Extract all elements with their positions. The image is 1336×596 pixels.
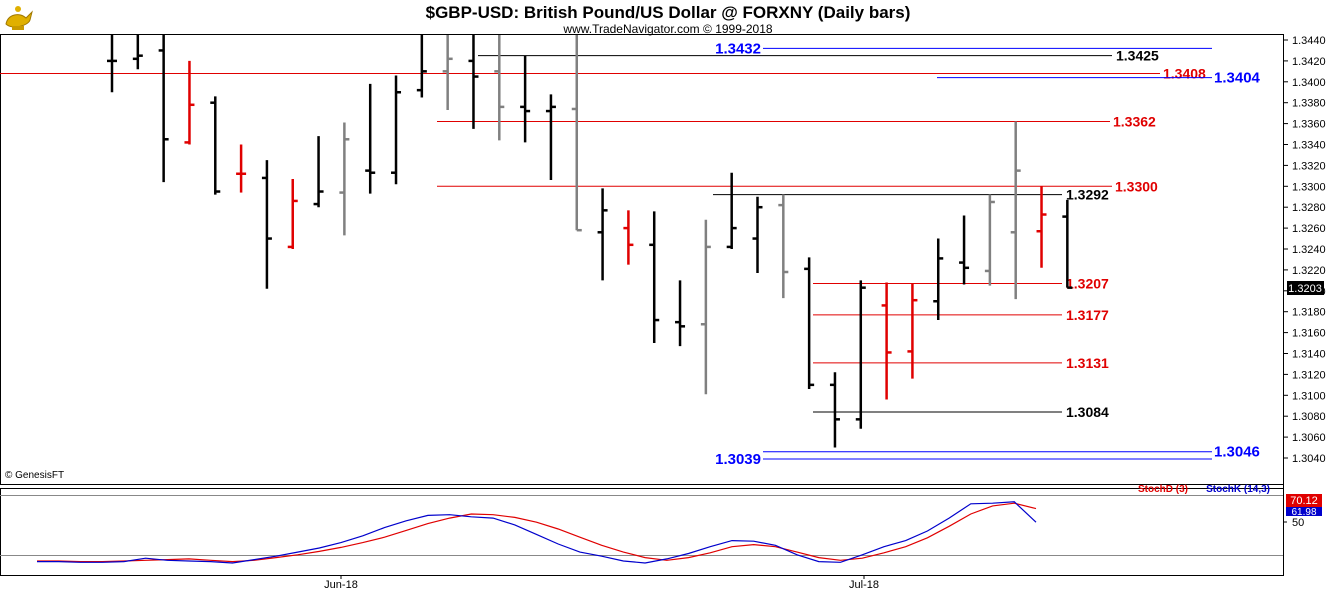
legend-stoch-k: StochK (14,3) — [1206, 484, 1270, 495]
level-label: 1.3084 — [1066, 404, 1109, 420]
ohlc-bar — [597, 188, 608, 281]
price-axis: 1.3440 1.3420 1.3400 1.3380 1.3360 1.3340 1.33… — [1283, 35, 1326, 465]
y-tick-label: 1.3060 — [1292, 432, 1326, 444]
ohlc-bar — [132, 35, 143, 70]
y-tick-label: 1.3120 — [1292, 369, 1326, 381]
level-label: 1.3039 — [715, 451, 761, 468]
ohlc-bar — [442, 35, 453, 111]
ohlc-bar — [236, 144, 247, 193]
x-tick-jun: Jun-18 — [324, 579, 358, 591]
ohlc-bar — [855, 280, 866, 429]
ohlc-bar — [494, 35, 505, 141]
ohlc-bar — [623, 210, 634, 265]
level-label: 1.3046 — [1214, 444, 1260, 461]
y-tick-label: 1.3380 — [1292, 98, 1326, 110]
credit-label: © GenesisFT — [5, 470, 64, 481]
y-tick-label: 1.3280 — [1292, 202, 1326, 214]
y-tick-label: 1.3400 — [1292, 77, 1326, 89]
ohlc-bar — [313, 136, 324, 208]
ohlc-bar — [571, 35, 582, 232]
ohlc-bar — [210, 96, 221, 195]
level-label: 1.3425 — [1116, 48, 1159, 64]
ohlc-bar — [649, 211, 660, 344]
ohlc-bar — [158, 35, 169, 183]
ohlc-bar — [907, 283, 918, 379]
y-tick-label: 1.3420 — [1292, 56, 1326, 68]
chart-title: $GBP-USD: British Pound/US Dollar @ FORX… — [426, 3, 911, 22]
ohlc-bar — [829, 372, 840, 448]
ohlc-bars — [107, 35, 1073, 448]
y-tick-label: 1.3340 — [1292, 140, 1326, 152]
genie-lamp-icon — [5, 6, 33, 30]
level-label: 1.3177 — [1066, 307, 1109, 323]
ohlc-bar — [416, 35, 427, 98]
stochastic-lines — [37, 501, 1037, 564]
level-label: 1.3300 — [1115, 178, 1158, 194]
ohlc-bar — [726, 172, 737, 249]
last-price-tag: 1.3203 — [1287, 281, 1324, 295]
stoch-d-line — [37, 502, 1037, 563]
stoch-k-line — [37, 501, 1037, 564]
y-tick-label: 1.3300 — [1292, 181, 1326, 193]
stoch-panel-frame — [0, 488, 1284, 576]
date-axis: Jun-18 Jul-18 — [324, 575, 879, 591]
ohlc-bar — [984, 194, 995, 286]
ohlc-bar — [520, 55, 531, 143]
ohlc-bar — [700, 219, 711, 395]
level-label: 1.3207 — [1066, 275, 1109, 291]
ohlc-bar — [804, 257, 815, 390]
ohlc-bar — [881, 282, 892, 400]
stoch-d-value: 70.12 — [1290, 495, 1318, 507]
legend-stoch-d: StochD (3) — [1138, 484, 1188, 495]
y-tick-label: 1.3080 — [1292, 411, 1326, 423]
stoch-tick-50: 50 — [1292, 517, 1304, 529]
ohlc-bar — [545, 94, 556, 181]
level-label: 1.3404 — [1214, 70, 1261, 87]
ohlc-bar — [391, 75, 402, 185]
stoch-k-value: 61.98 — [1291, 507, 1316, 518]
level-label: 1.3131 — [1066, 355, 1109, 371]
y-tick-label: 1.3440 — [1292, 35, 1326, 47]
y-tick-label: 1.3220 — [1292, 265, 1326, 277]
level-label: 1.3432 — [715, 40, 761, 57]
y-tick-label: 1.3360 — [1292, 119, 1326, 131]
last-price-label: 1.3203 — [1288, 283, 1322, 295]
level-label: 1.3292 — [1066, 187, 1109, 203]
ohlc-bar — [468, 35, 479, 129]
y-tick-label: 1.3140 — [1292, 349, 1326, 361]
y-tick-label: 1.3240 — [1292, 244, 1326, 256]
y-tick-label: 1.3320 — [1292, 160, 1326, 172]
ohlc-bar — [107, 35, 117, 93]
ohlc-bar — [675, 280, 686, 347]
chart-subtitle: www.TradeNavigator.com © 1999-2018 — [562, 22, 772, 36]
ohlc-bar — [933, 238, 944, 321]
y-tick-label: 1.3160 — [1292, 328, 1326, 340]
level-label: 1.3362 — [1113, 114, 1156, 130]
y-tick-label: 1.3260 — [1292, 223, 1326, 235]
level-label: 1.3408 — [1163, 65, 1206, 81]
ohlc-bar — [1062, 199, 1073, 289]
ohlc-bar — [287, 178, 298, 249]
ohlc-bar — [778, 194, 789, 299]
y-tick-label: 1.3180 — [1292, 307, 1326, 319]
ohlc-bar — [1036, 186, 1047, 268]
ohlc-bar — [752, 196, 763, 274]
ohlc-bar — [959, 215, 970, 285]
ohlc-bar — [339, 122, 350, 236]
ohlc-bar — [184, 60, 195, 145]
y-tick-label: 1.3100 — [1292, 390, 1326, 402]
x-tick-jul: Jul-18 — [849, 579, 879, 591]
ohlc-bar — [1010, 121, 1021, 300]
ohlc-bar — [365, 83, 376, 194]
y-tick-label: 1.3040 — [1292, 453, 1326, 465]
ohlc-bar — [261, 160, 272, 289]
